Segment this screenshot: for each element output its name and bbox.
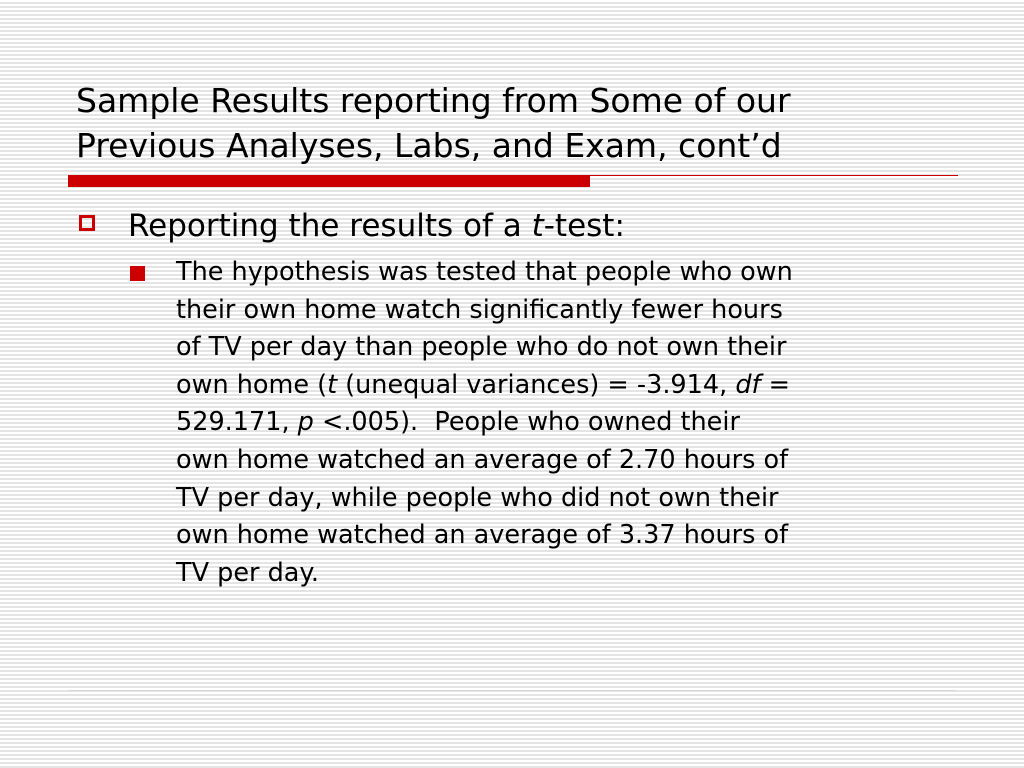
paragraph-line: TV per day. — [176, 557, 319, 588]
paragraph-line: own home watched an average of 2.70 hour… — [176, 444, 789, 475]
filled-square-bullet-icon — [130, 266, 145, 281]
text-italic: p — [297, 407, 314, 438]
hollow-square-bullet-icon — [79, 215, 95, 231]
slide-title: Sample Results reporting from Some of ou… — [76, 78, 976, 168]
paragraph-line: own home watched an average of 3.37 hour… — [176, 520, 789, 551]
title-line-1: Sample Results reporting from Some of ou… — [76, 81, 791, 120]
bullet-level-1: Reporting the results of a t-test: — [128, 205, 625, 247]
paragraph-line: TV per day, while people who did not own… — [176, 482, 779, 513]
text: = — [760, 369, 790, 400]
title-line-2: Previous Analyses, Labs, and Exam, cont’… — [76, 126, 782, 165]
bullet-text-italic: t — [531, 208, 544, 244]
text: (unequal variances) = -3.914, — [337, 369, 736, 400]
text: 529.171, — [176, 407, 298, 438]
bullet-level-2: The hypothesis was tested that people wh… — [176, 254, 956, 592]
paragraph-line: own home (t (unequal variances) = -3.914… — [176, 367, 956, 405]
paragraph-line: 529.171, p <.005). People who owned thei… — [176, 404, 956, 442]
bullet-text: -test: — [543, 208, 625, 244]
text: <.005). People who owned their — [313, 407, 740, 438]
paragraph-line: of TV per day than people who do not own… — [176, 332, 787, 363]
text-italic: t — [327, 369, 338, 400]
title-divider-line — [590, 175, 958, 176]
paragraph-line: The hypothesis was tested that people wh… — [176, 257, 793, 287]
text: own home ( — [176, 369, 328, 400]
title-accent-bar — [68, 175, 590, 187]
footer-divider-line — [68, 690, 956, 691]
paragraph-line: their own home watch significantly fewer… — [176, 294, 783, 325]
bullet-text: Reporting the results of a — [128, 208, 532, 244]
text-italic: df — [735, 369, 761, 400]
